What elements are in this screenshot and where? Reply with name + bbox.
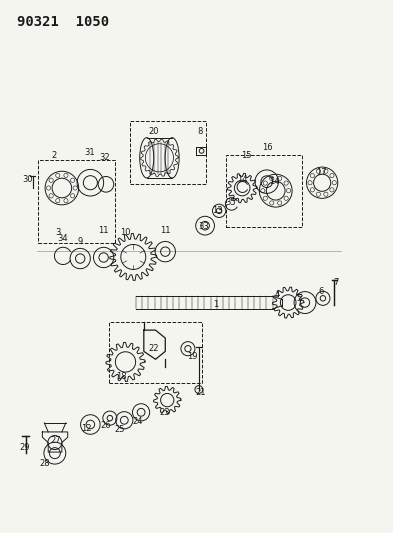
- Text: 23: 23: [159, 408, 170, 417]
- Text: 24: 24: [132, 417, 142, 426]
- Text: 3: 3: [55, 228, 61, 237]
- Text: 27: 27: [50, 436, 61, 445]
- Text: 20: 20: [148, 127, 159, 136]
- Text: 26: 26: [101, 421, 111, 430]
- Text: 18: 18: [116, 372, 127, 381]
- Text: 34: 34: [58, 235, 68, 244]
- Text: 30: 30: [23, 174, 33, 183]
- Text: 12: 12: [81, 424, 92, 433]
- Text: 10: 10: [120, 228, 131, 237]
- Text: 16: 16: [262, 143, 273, 152]
- Text: 31: 31: [84, 148, 94, 157]
- Text: 7: 7: [334, 278, 339, 287]
- Text: 11: 11: [98, 226, 109, 235]
- Text: 14: 14: [237, 174, 248, 183]
- Text: 28: 28: [39, 459, 50, 469]
- Text: 6: 6: [319, 287, 324, 296]
- Text: 4: 4: [275, 289, 280, 298]
- Text: 15: 15: [241, 151, 252, 160]
- Text: 13: 13: [212, 206, 222, 215]
- Text: 17: 17: [316, 167, 327, 176]
- Text: 14: 14: [269, 177, 280, 186]
- Text: 8: 8: [197, 127, 202, 136]
- Text: 19: 19: [187, 352, 198, 361]
- Text: 1: 1: [213, 300, 218, 309]
- Text: 25: 25: [114, 425, 125, 434]
- Text: 29: 29: [20, 443, 30, 453]
- Text: 90321  1050: 90321 1050: [17, 14, 109, 29]
- Text: 9: 9: [78, 237, 83, 246]
- Text: 33: 33: [198, 222, 209, 231]
- Text: 11: 11: [160, 226, 171, 235]
- Text: 22: 22: [148, 344, 159, 353]
- Text: 5: 5: [296, 294, 301, 303]
- Text: 35: 35: [226, 198, 236, 207]
- Text: 21: 21: [195, 388, 206, 397]
- Text: 2: 2: [51, 151, 57, 160]
- Text: 32: 32: [99, 154, 110, 163]
